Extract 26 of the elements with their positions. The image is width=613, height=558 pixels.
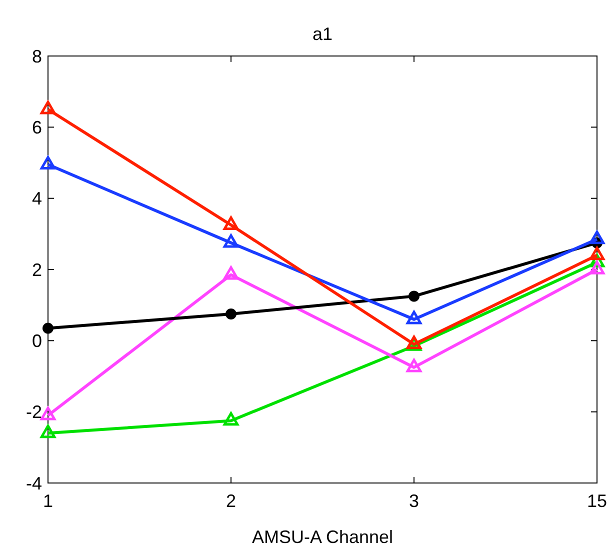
- y-tick-label: 2: [32, 260, 42, 280]
- point: [589, 246, 605, 260]
- point: [223, 216, 239, 230]
- x-axis-title: AMSU-A Channel: [252, 527, 394, 547]
- y-tick-label: -2: [26, 402, 42, 422]
- x-tick-label: 2: [226, 491, 236, 511]
- point: [406, 310, 422, 324]
- point: [589, 260, 605, 274]
- y-tick-label: 4: [32, 188, 42, 209]
- point: [406, 358, 422, 372]
- y-tick-label: 8: [32, 46, 42, 66]
- chart-title: a1: [312, 24, 333, 44]
- point: [40, 156, 56, 170]
- point: [589, 230, 605, 244]
- point: [40, 406, 56, 420]
- point: [40, 424, 56, 438]
- y-tick-label: 6: [32, 117, 42, 138]
- y-tick-label: 0: [32, 330, 42, 351]
- y-tick-label: -4: [26, 473, 42, 494]
- point: [223, 266, 239, 280]
- point: [223, 412, 239, 426]
- x-tick-label: 3: [408, 491, 420, 511]
- point: [40, 100, 56, 114]
- x-tick-label: 1: [42, 491, 54, 511]
- point: [223, 234, 239, 248]
- x-tick-label: 15: [586, 491, 608, 511]
